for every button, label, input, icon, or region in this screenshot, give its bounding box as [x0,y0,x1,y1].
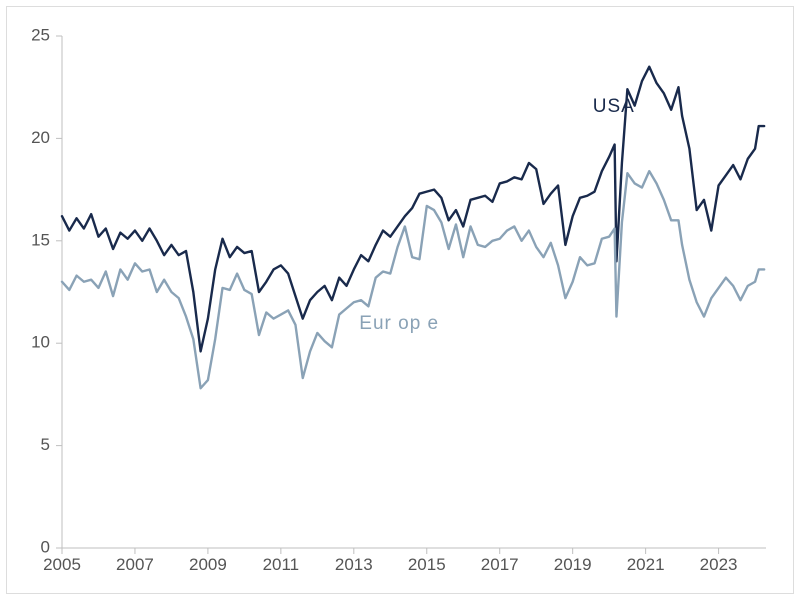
chart-outer-border [6,6,794,594]
chart-container: 0510152025200520072009201120132015201720… [0,0,800,600]
